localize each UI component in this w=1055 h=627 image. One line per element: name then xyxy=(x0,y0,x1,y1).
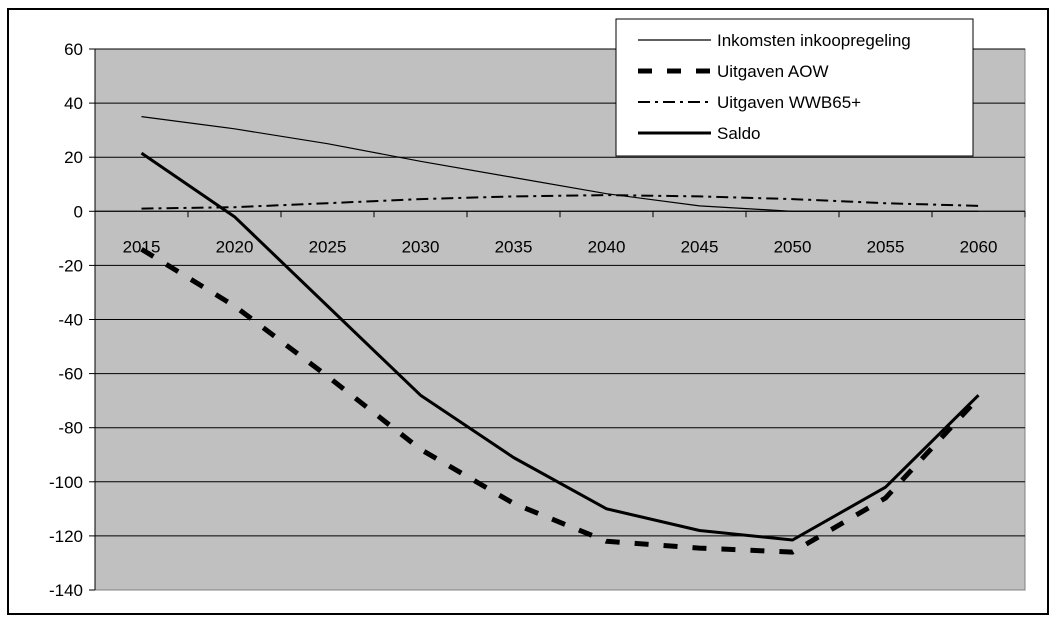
series-line-inkomsten-inkoopregeling xyxy=(141,116,979,212)
x-tick-label: 2050 xyxy=(774,237,812,256)
y-tick-label: 0 xyxy=(74,202,83,221)
y-tick-label: 60 xyxy=(64,40,83,59)
y-tick-label: -60 xyxy=(58,365,83,384)
y-tick-label: -140 xyxy=(49,581,83,600)
x-tick-label: 2035 xyxy=(495,237,533,256)
legend-label-inkomsten-inkoopregeling: Inkomsten inkoopregeling xyxy=(717,31,911,50)
x-axis: 2015 2020 2025 2030 2035 2040 2045 2050 2055 2060 xyxy=(94,210,1026,256)
legend-label-uitgaven-wwb65: Uitgaven WWB65+ xyxy=(717,93,861,112)
x-tick-label: 2055 xyxy=(867,237,905,256)
y-tick-label: 40 xyxy=(64,94,83,113)
x-tick-label: 2030 xyxy=(402,237,440,256)
x-tick-label: 2020 xyxy=(216,237,254,256)
x-tick-label: 2025 xyxy=(309,237,347,256)
y-tick-label: 20 xyxy=(64,148,83,167)
series-layer xyxy=(140,116,981,555)
legend-label-uitgaven-aow: Uitgaven AOW xyxy=(717,62,829,81)
legend-box xyxy=(615,18,974,157)
y-tick-label: -20 xyxy=(58,256,83,275)
y-axis: 60 40 20 0 -20 -40 -60 -80 -100 -120 -140 xyxy=(49,40,96,600)
legend-label-saldo: Saldo xyxy=(717,124,760,143)
x-tick-label: 2060 xyxy=(960,237,998,256)
y-tick-label: -40 xyxy=(58,311,83,330)
y-tick-label: -80 xyxy=(58,419,83,438)
y-tick-label: -120 xyxy=(49,527,83,546)
x-tick-label: 2040 xyxy=(588,237,626,256)
x-tick-label: 2015 xyxy=(123,237,161,256)
series-line-saldo xyxy=(140,151,980,542)
x-tick-label: 2045 xyxy=(681,237,719,256)
series-line-uitgaven-aow xyxy=(140,247,981,555)
y-tick-label: -100 xyxy=(49,473,83,492)
series-line-uitgaven-wwb65 xyxy=(141,194,979,210)
legend: Inkomsten inkoopregeling Uitgaven AOW Uitg… xyxy=(615,18,974,157)
